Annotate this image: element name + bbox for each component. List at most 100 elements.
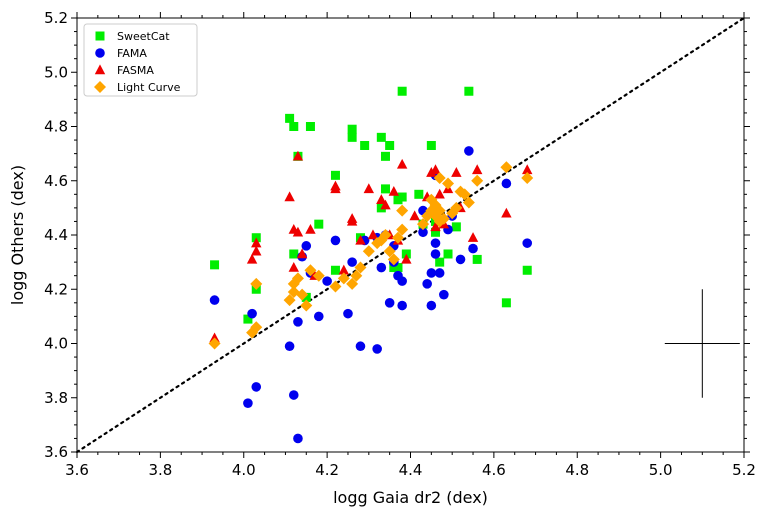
plot-frame: [76, 17, 745, 453]
data-point: [355, 234, 366, 245]
legend-marker: [95, 48, 105, 58]
data-point: [397, 276, 407, 286]
legend: SweetCat FAMA FASMA Light Curve: [83, 23, 198, 97]
data-point: [500, 161, 513, 174]
data-point: [464, 86, 474, 96]
data-point: [250, 277, 263, 290]
data-point: [296, 248, 308, 259]
data-point: [251, 245, 262, 256]
data-point: [289, 249, 299, 259]
data-point: [247, 308, 257, 319]
y-tick-label: 4.8: [44, 118, 68, 136]
y-tick-label: 5.0: [44, 63, 68, 81]
data-point: [322, 276, 332, 286]
data-point: [433, 215, 446, 228]
legend-label: SweetCat: [117, 30, 170, 43]
data-point: [376, 194, 387, 204]
data-point: [284, 341, 295, 352]
data-point: [289, 122, 299, 131]
data-point: [388, 186, 400, 196]
legend-label: FAMA: [117, 47, 147, 60]
data-point: [246, 253, 258, 264]
data-point: [433, 172, 446, 185]
data-point: [430, 238, 441, 248]
data-point: [426, 268, 437, 278]
data-point: [362, 245, 375, 258]
data-point: [354, 261, 367, 274]
data-point: [522, 164, 533, 175]
data-point: [383, 245, 396, 258]
data-point: [380, 199, 391, 210]
data-point: [396, 223, 409, 236]
series-fasma: [209, 150, 533, 343]
data-point: [422, 279, 432, 289]
data-point: [442, 177, 455, 190]
x-axis-label: logg Gaia dr2 (dex): [333, 488, 488, 507]
data-point: [285, 113, 295, 123]
data-point: [379, 229, 392, 241]
data-point: [401, 253, 412, 264]
data-point: [409, 210, 420, 221]
y-axis-label: logg Others (dex): [8, 165, 27, 305]
data-point: [330, 183, 341, 194]
data-point: [451, 222, 461, 232]
legend-box: [83, 23, 198, 97]
legend-label: Light Curve: [117, 81, 181, 94]
data-point: [376, 262, 387, 273]
data-point: [288, 261, 299, 272]
data-point: [350, 269, 363, 282]
typical-error-bar: [664, 289, 740, 398]
y-tick-label: 5.2: [44, 9, 68, 27]
data-point: [243, 398, 253, 408]
x-tick-label: 3.8: [148, 461, 172, 479]
data-point: [360, 140, 370, 150]
data-point: [426, 167, 437, 177]
data-point: [293, 317, 303, 327]
data-point: [396, 204, 409, 217]
data-point: [208, 337, 221, 350]
data-point: [329, 280, 342, 293]
data-point: [387, 253, 400, 266]
data-point: [293, 433, 303, 444]
data-point: [435, 257, 445, 267]
data-point: [209, 295, 220, 305]
data-point: [450, 201, 463, 214]
data-point: [291, 272, 304, 285]
data-point: [346, 277, 359, 290]
data-point: [284, 191, 295, 202]
data-point: [347, 257, 357, 267]
data-point: [380, 151, 390, 161]
x-tick-label: 5.0: [649, 461, 673, 479]
data-point: [305, 223, 316, 234]
data-point: [243, 314, 253, 324]
data-point: [431, 227, 441, 237]
data-point: [414, 189, 424, 199]
data-point: [439, 289, 449, 300]
y-tick-label: 4.4: [44, 226, 68, 244]
x-axis-ticks: 3.6 3.8 4.0 4.2 4.4 4.6 4.8 5.0 5.2: [65, 12, 756, 479]
data-point: [455, 254, 466, 265]
data-point: [210, 260, 220, 270]
data-point: [346, 215, 358, 226]
data-point: [313, 311, 324, 322]
data-point: [380, 184, 390, 194]
data-point: [464, 146, 474, 156]
y-axis-ticks: 3.6 3.8 4.0 4.2 4.4 4.6 4.8 5.0 5.2: [44, 9, 750, 461]
data-point: [385, 140, 395, 150]
data-point: [363, 183, 375, 194]
data-point: [338, 264, 349, 275]
data-point: [397, 86, 407, 96]
data-point: [501, 178, 512, 189]
y-tick-label: 4.6: [44, 172, 68, 190]
legend-marker: [95, 31, 105, 41]
data-point: [305, 122, 315, 131]
data-point: [397, 192, 407, 202]
data-point: [451, 167, 462, 177]
data-point: [501, 298, 511, 308]
data-point: [430, 249, 441, 259]
data-point: [391, 231, 404, 244]
data-point: [521, 172, 534, 185]
x-tick-label: 4.8: [565, 461, 589, 479]
data-point: [501, 207, 512, 218]
